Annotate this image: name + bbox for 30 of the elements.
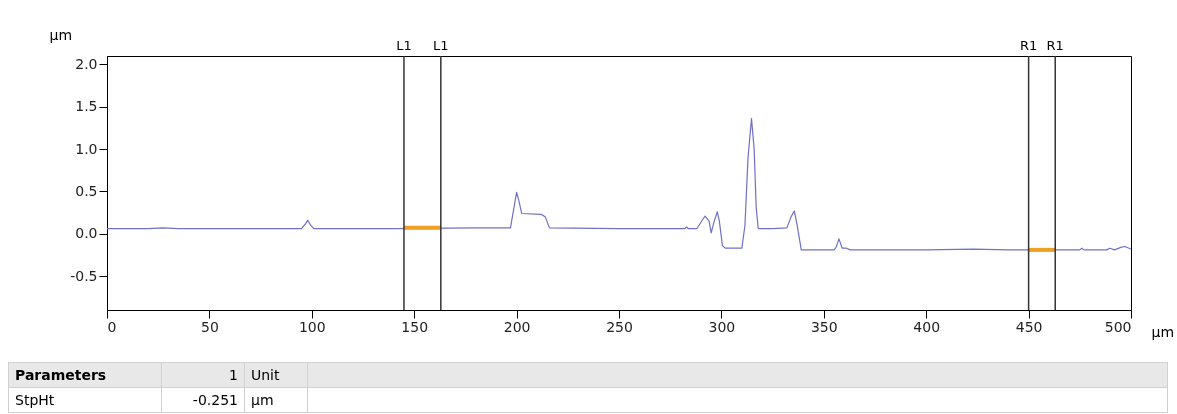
x-tick-label: 450 bbox=[1015, 318, 1043, 335]
ref-line-label: L1 bbox=[433, 38, 449, 53]
x-tick-label: 0 bbox=[107, 318, 117, 335]
x-tick-label: 400 bbox=[913, 318, 941, 335]
x-tick-label: 250 bbox=[606, 318, 633, 335]
x-tick-label: 100 bbox=[298, 318, 326, 335]
y-tick-label: 0.5 bbox=[75, 182, 98, 199]
x-tick-label: 50 bbox=[200, 318, 219, 335]
x-axis-title: µm bbox=[1151, 323, 1175, 340]
x-tick-label: 200 bbox=[503, 318, 531, 335]
line-series bbox=[107, 118, 1131, 251]
y-tick-label: -0.5 bbox=[70, 267, 98, 284]
text: Unit bbox=[244, 362, 308, 388]
y-tick-label: 1.5 bbox=[75, 98, 98, 115]
x-tick-label: 300 bbox=[708, 318, 736, 335]
ref-line-label: R1 bbox=[1046, 38, 1064, 53]
text: µm bbox=[244, 387, 308, 413]
text: -0.251 bbox=[161, 387, 245, 413]
text: StpHt bbox=[8, 387, 162, 413]
ref-line-label: R1 bbox=[1019, 38, 1038, 53]
ref-line-label: L1 bbox=[396, 38, 412, 53]
y-tick-label: 2.0 bbox=[75, 55, 98, 72]
text: Parameters bbox=[8, 362, 162, 388]
text: 1 bbox=[161, 362, 245, 388]
x-tick-label: 500 bbox=[1104, 318, 1132, 335]
x-tick-label: 150 bbox=[401, 318, 429, 335]
y-axis-title: µm bbox=[49, 26, 73, 43]
y-tick-label: 0.0 bbox=[75, 225, 98, 242]
y-tick-label: 1.0 bbox=[75, 140, 98, 157]
x-tick-label: 350 bbox=[810, 318, 838, 335]
